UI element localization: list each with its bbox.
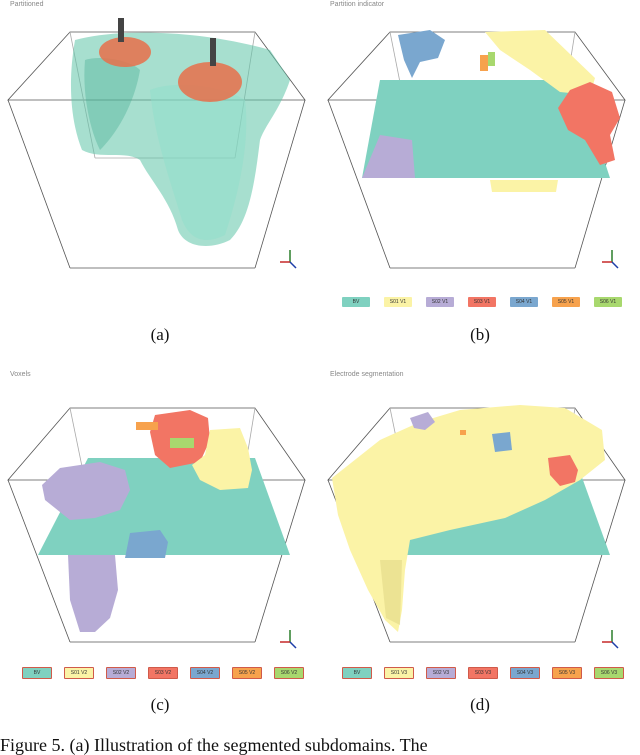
panel-a-render <box>7 18 306 269</box>
panel-c: Voxels BV S01 V2 S02 V2 S03 V2 S04 V2 S0… <box>0 370 320 740</box>
electrode-sites <box>99 18 242 102</box>
legend: BV S01 V3 S02 V3 S03 V3 S04 V3 S05 V3 S0… <box>342 667 632 679</box>
legend-chip: S06 V3 <box>594 667 624 679</box>
axes-triad-icon <box>280 250 297 269</box>
legend-chip: S02 V1 <box>426 297 454 307</box>
region-s02 <box>42 462 130 520</box>
panel-b-label: (b) <box>470 325 490 344</box>
legend-chip: S01 V2 <box>64 667 94 679</box>
legend-chip: S03 V3 <box>468 667 498 679</box>
region-s04 <box>125 530 168 558</box>
legend-chip: S02 V3 <box>426 667 456 679</box>
panel-d-render <box>327 405 626 649</box>
legend: BV S01 V2 S02 V2 S03 V2 S04 V2 S05 V2 S0… <box>22 667 312 679</box>
region-s06 <box>170 438 194 448</box>
legend-chip: S03 V1 <box>468 297 496 307</box>
legend-chip: S06 V1 <box>594 297 622 307</box>
legend-chip: BV <box>342 667 372 679</box>
legend-chip: S05 V1 <box>552 297 580 307</box>
legend: BV S01 V1 S02 V1 S03 V1 S04 V1 S05 V1 S0… <box>342 297 632 309</box>
legend-chip: S01 V1 <box>384 297 412 307</box>
legend-chip: BV <box>22 667 52 679</box>
legend-chip: S04 V3 <box>510 667 540 679</box>
panel-d-title: Electrode segmentation <box>330 371 404 378</box>
legend-chip: S06 V2 <box>274 667 304 679</box>
region-s01 <box>485 30 595 95</box>
panel-b-render <box>327 30 626 269</box>
region-s05 <box>480 55 488 71</box>
panel-a-title: Partitioned <box>10 1 44 8</box>
legend-chip: S04 V1 <box>510 297 538 307</box>
panel-a-label: (a) <box>150 325 170 344</box>
region-s02-lower <box>68 555 118 632</box>
bv-plane <box>362 80 610 178</box>
region-s05 <box>460 430 466 435</box>
legend-chip: S03 V2 <box>148 667 178 679</box>
region-s01-lower <box>490 180 558 192</box>
axes-triad-icon <box>602 250 619 269</box>
region-s03 <box>558 82 620 165</box>
axes-triad-icon <box>280 630 297 649</box>
tissue-mesh <box>70 32 290 246</box>
region-s04 <box>398 30 445 78</box>
axes-triad-icon <box>602 630 619 649</box>
region-s01-shade <box>380 560 402 625</box>
legend-chip: S01 V3 <box>384 667 414 679</box>
panel-d: Electrode segmentation BV S01 V3 S02 V3 … <box>320 370 640 740</box>
region-s05 <box>136 422 158 430</box>
region-s04 <box>492 432 512 452</box>
legend-chip: S02 V2 <box>106 667 136 679</box>
panel-a: Partitioned (a) <box>0 0 320 370</box>
legend-chip: S04 V2 <box>190 667 220 679</box>
region-s02 <box>410 412 435 430</box>
region-s02 <box>362 135 415 178</box>
panel-c-title: Voxels <box>10 371 31 378</box>
panel-c-label: (c) <box>150 695 170 714</box>
panel-d-label: (d) <box>470 695 490 714</box>
legend-chip: BV <box>342 297 370 307</box>
figure-caption: Figure 5. (a) Illustration of the segmen… <box>0 735 428 755</box>
region-s06 <box>488 52 495 66</box>
region-s01 <box>192 428 252 490</box>
panel-b-title: Partition indicator <box>330 1 385 8</box>
region-s03 <box>548 455 578 486</box>
panel-b: Partition indicator BV S01 V1 S02 V1 S03… <box>320 0 640 370</box>
panel-c-render <box>7 407 306 649</box>
legend-chip: S05 V2 <box>232 667 262 679</box>
legend-chip: S05 V3 <box>552 667 582 679</box>
